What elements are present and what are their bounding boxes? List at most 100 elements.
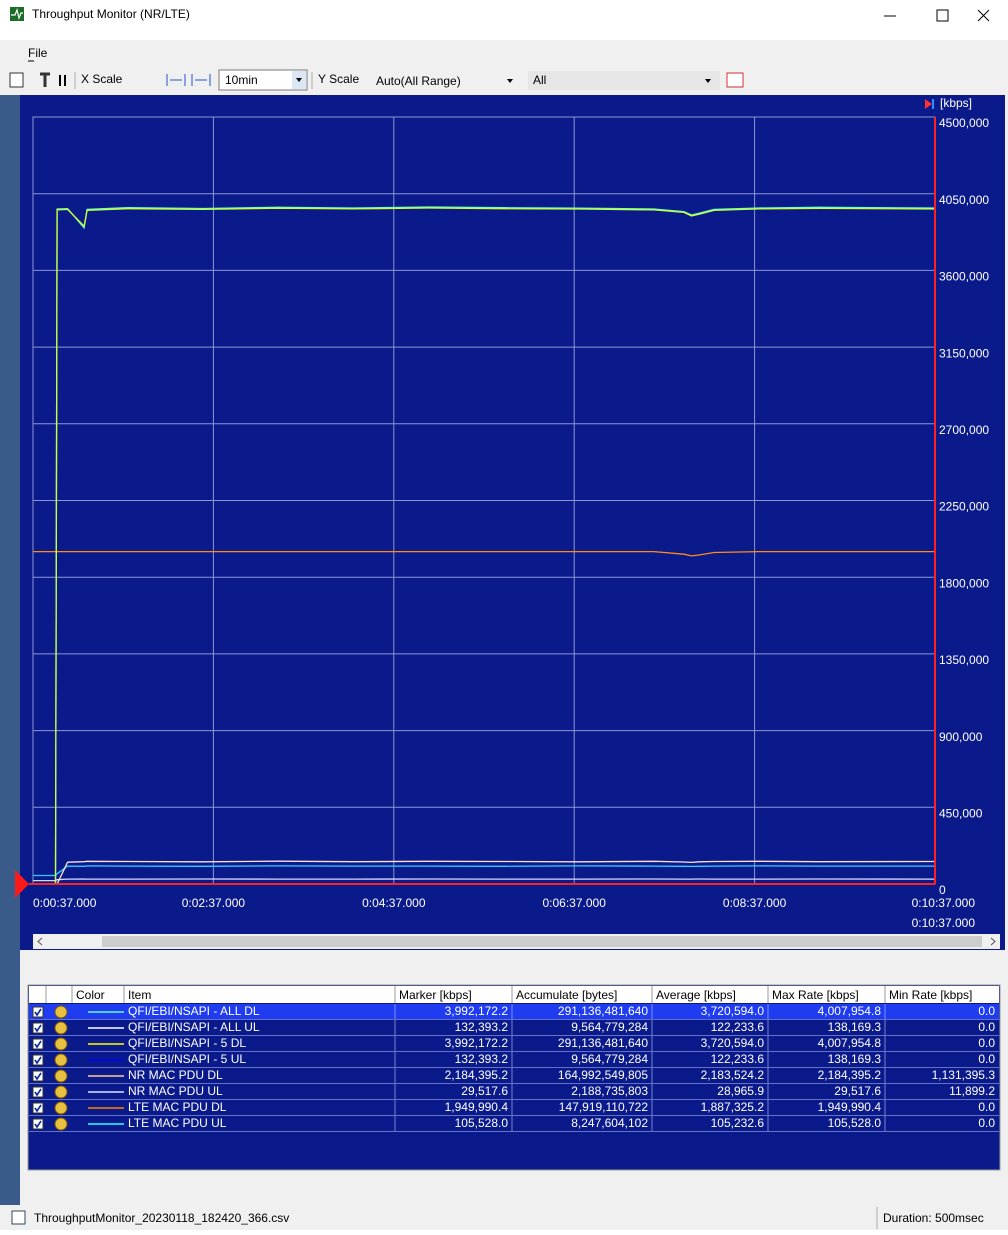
row-checkbox[interactable] [32, 1118, 44, 1130]
tool-pause[interactable] [59, 75, 66, 86]
arrow [296, 78, 302, 82]
arrow [705, 79, 711, 83]
table-item: QFI/EBI/NSAPI - 5 UL [128, 1052, 246, 1066]
x-tick-label: 0:10:37.000 [912, 896, 976, 910]
table-value: 29,517.6 [461, 1084, 508, 1098]
table-item: NR MAC PDU DL [128, 1068, 223, 1082]
table-value: 1,887,325.2 [701, 1100, 765, 1114]
tool-zoom-in[interactable] [166, 74, 186, 86]
table-value: 4,007,954.8 [818, 1036, 882, 1050]
table-item: QFI/EBI/NSAPI - ALL UL [128, 1020, 260, 1034]
table-header: Min Rate [kbps] [889, 988, 972, 1002]
y-tick-label: 0 [939, 883, 946, 897]
y-tick-label: 450,000 [939, 806, 983, 820]
status-bar [0, 1205, 1008, 1230]
table-value: 3,720,594.0 [701, 1036, 765, 1050]
table-value: 29,517.6 [834, 1084, 881, 1098]
y-tick-label: 3600,000 [939, 270, 989, 284]
menu-file[interactable]: File [28, 46, 48, 60]
scroll-thumb[interactable] [102, 936, 982, 947]
table-value: 2,184,395.2 [445, 1068, 509, 1082]
x-marker-icon [15, 870, 29, 898]
table-value: 3,720,594.0 [701, 1004, 765, 1018]
row-checkbox[interactable] [32, 1086, 44, 1098]
plot-lines [33, 206, 936, 885]
row-icon [54, 1037, 68, 1051]
table-header: Average [kbps] [656, 988, 736, 1002]
maximize-button[interactable] [936, 9, 949, 22]
table-header [29, 986, 999, 1003]
table-value: 0.0 [978, 1036, 995, 1050]
row-checkbox[interactable] [32, 1038, 44, 1050]
check [34, 1040, 42, 1049]
row-icon [54, 1021, 68, 1035]
table-value: 3,992,172.2 [445, 1004, 509, 1018]
table-value: 11,899.2 [949, 1084, 995, 1098]
check [34, 1056, 42, 1065]
series-line [33, 878, 936, 882]
x-tick-label: 0:02:37.000 [182, 896, 246, 910]
table-value: 105,528.0 [455, 1116, 509, 1130]
arrow [507, 79, 513, 83]
table-value: 2,183,524.2 [701, 1068, 765, 1082]
table-value: 9,564,779,284 [571, 1020, 648, 1034]
table-value: 105,232.6 [711, 1116, 765, 1130]
tool-graph[interactable] [726, 72, 744, 88]
close-button[interactable] [977, 9, 990, 22]
tool-zoom-out[interactable] [191, 74, 211, 86]
splitter [20, 951, 1005, 984]
table-value: 122,233.6 [711, 1052, 765, 1066]
scroll-arrows [37, 937, 996, 946]
row-checkbox[interactable] [32, 1006, 44, 1018]
check [34, 1072, 42, 1081]
tool-edit[interactable] [9, 72, 24, 88]
y-tick-label: 2700,000 [939, 423, 989, 437]
row-checkbox[interactable] [32, 1102, 44, 1114]
row-icon [54, 1053, 68, 1067]
table-header: Max Rate [kbps] [772, 988, 859, 1002]
toolbar: X Scale 10min Y Scale Auto(All Range) Al… [9, 69, 744, 91]
y-tick-label: 4050,000 [939, 193, 989, 207]
side-strip [0, 95, 20, 1205]
table-value: 122,233.6 [711, 1020, 765, 1034]
window-title: Throughput Monitor (NR/LTE) [32, 7, 190, 21]
filter-value: All [533, 73, 546, 87]
filter-select[interactable] [528, 71, 720, 90]
table-value: 147,919,110,722 [559, 1100, 649, 1114]
row-icon [54, 1117, 68, 1131]
table-value: 9,564,779,284 [571, 1052, 648, 1066]
row-icon [54, 1101, 68, 1115]
row-icon [54, 1085, 68, 1099]
app-icon [10, 7, 24, 21]
table-header: Accumulate [bytes] [516, 988, 617, 1002]
table-value: 8,247,604,102 [571, 1116, 648, 1130]
table-value: 132,393.2 [455, 1020, 509, 1034]
table-value: 291,136,481,640 [558, 1004, 648, 1018]
tool-marker[interactable] [40, 72, 50, 87]
y-unit: [kbps] [940, 96, 972, 110]
y-tick-label: 4500,000 [939, 116, 989, 130]
table-value: 1,949,990.4 [818, 1100, 882, 1114]
app-icon-glyph [11, 8, 23, 20]
table-value: 0.0 [978, 1020, 995, 1034]
table-header: Item [128, 988, 151, 1002]
table-value: 28,965.9 [717, 1084, 764, 1098]
x-scale-select[interactable] [218, 69, 308, 91]
y-scale-label: Y Scale [318, 72, 359, 86]
x-scale-label: X Scale [81, 72, 123, 86]
row-checkbox[interactable] [32, 1070, 44, 1082]
y-tick-label: 1800,000 [939, 576, 989, 590]
series-line [33, 550, 935, 557]
table-value: 105,528.0 [828, 1116, 882, 1130]
x-tick-label: 0:06:37.000 [542, 896, 606, 910]
y-scale-value[interactable]: Auto(All Range) [376, 74, 461, 88]
check [34, 1104, 42, 1113]
table-value: 1,131,395.3 [932, 1068, 996, 1082]
row-checkbox[interactable] [32, 1054, 44, 1066]
title-bar [0, 0, 1008, 40]
check [34, 1120, 42, 1129]
row-checkbox[interactable] [32, 1022, 44, 1034]
table-item: LTE MAC PDU DL [128, 1100, 227, 1114]
y-marker-icon [925, 99, 932, 109]
